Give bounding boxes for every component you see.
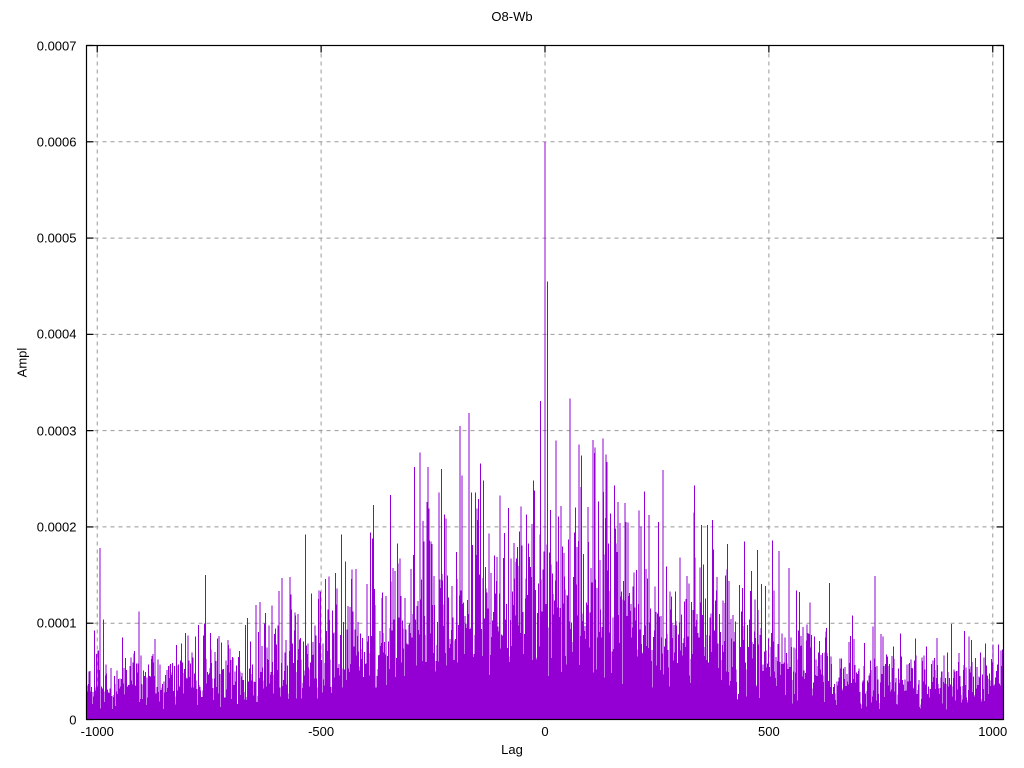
y-tick-label: 0.0006 xyxy=(36,134,77,150)
y-tick-label: 0 xyxy=(69,712,77,727)
chart-title: O8-Wb xyxy=(491,9,533,24)
y-tick-label: 0.0003 xyxy=(36,423,77,439)
x-tick-label: 1000 xyxy=(978,724,1008,739)
y-tick-label: 0.0001 xyxy=(36,615,77,631)
x-tick-label: 0 xyxy=(541,724,549,739)
y-tick-label: 0.0002 xyxy=(36,519,77,535)
x-tick-label: -1000 xyxy=(80,724,114,739)
y-tick-label: 0.0007 xyxy=(36,38,77,53)
y-tick-label: 0.0005 xyxy=(36,230,77,246)
y-tick-label: 0.0004 xyxy=(36,326,77,342)
x-axis-label: Lag xyxy=(501,742,523,757)
x-tick-label: 500 xyxy=(758,724,780,739)
plot-border xyxy=(85,44,1005,721)
x-tick-label: -500 xyxy=(308,724,335,739)
